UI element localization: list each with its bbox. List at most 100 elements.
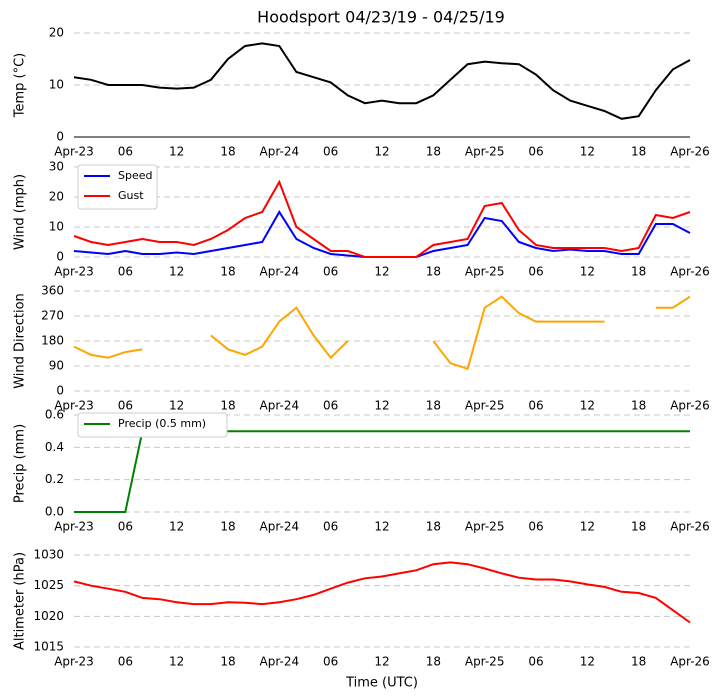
y-tick-label: 0.0 (45, 505, 64, 519)
x-tick-label: 06 (323, 145, 338, 159)
x-tick-label: 18 (631, 655, 646, 669)
x-tick-label: 18 (220, 520, 235, 534)
x-tick-label: 18 (631, 145, 646, 159)
y-tick-label: 0.4 (45, 440, 64, 454)
y-tick-label: 0 (56, 384, 64, 398)
x-tick-label: Apr-26 (670, 145, 710, 159)
x-tick-label: 06 (528, 399, 543, 413)
line (73, 295, 691, 371)
x-tick-label: 18 (631, 520, 646, 534)
line (73, 561, 691, 624)
y-tick-label: 1025 (33, 578, 64, 592)
y-tick-label: 10 (49, 78, 64, 92)
line (74, 430, 690, 513)
x-tick-label: Apr-23 (54, 520, 94, 534)
x-tick-label: Apr-24 (260, 145, 300, 159)
x-tick-label: Apr-24 (260, 265, 300, 279)
x-tick-label: 06 (118, 655, 133, 669)
y-tick-label: 0.6 (45, 408, 64, 422)
y-axis-label: Precip (mm) (13, 424, 28, 503)
x-tick-label: 06 (323, 520, 338, 534)
legend-label: Gust (118, 189, 144, 202)
x-tick-label: 06 (528, 145, 543, 159)
x-tick-label: 12 (580, 265, 595, 279)
x-tick-label: Apr-24 (260, 399, 300, 413)
x-tick-label: Apr-25 (465, 399, 505, 413)
x-tick-label: 12 (374, 520, 389, 534)
x-tick-label: 06 (323, 265, 338, 279)
y-tick-label: 20 (49, 26, 64, 40)
x-tick-label: 18 (220, 399, 235, 413)
x-tick-label: 12 (169, 399, 184, 413)
x-tick-label: 18 (220, 145, 235, 159)
x-tick-label: 06 (528, 520, 543, 534)
x-tick-label: 18 (631, 399, 646, 413)
x-tick-label: Apr-26 (670, 399, 710, 413)
x-tick-label: 06 (323, 655, 338, 669)
x-tick-label: 06 (118, 265, 133, 279)
x-tick-label: Apr-25 (465, 265, 505, 279)
x-tick-label: 12 (169, 265, 184, 279)
x-tick-label: 12 (374, 265, 389, 279)
x-tick-label: 12 (374, 655, 389, 669)
y-tick-label: 20 (49, 190, 64, 204)
y-tick-label: 0.2 (45, 472, 64, 486)
x-tick-label: 12 (169, 145, 184, 159)
x-tick-label: Apr-25 (465, 655, 505, 669)
x-tick-label: 18 (220, 265, 235, 279)
y-tick-label: 0 (56, 250, 64, 264)
x-tick-label: Apr-25 (465, 520, 505, 534)
y-tick-label: 10 (49, 220, 64, 234)
x-tick-label: 12 (580, 399, 595, 413)
y-axis-label: Wind Direction (13, 293, 28, 389)
y-tick-label: 270 (41, 309, 64, 323)
x-tick-label: 06 (528, 265, 543, 279)
y-tick-label: 360 (41, 284, 64, 298)
x-tick-label: 18 (631, 265, 646, 279)
x-tick-label: 12 (374, 145, 389, 159)
y-axis-label: Wind (mph) (13, 174, 28, 250)
x-tick-label: 12 (580, 145, 595, 159)
x-tick-label: 06 (118, 145, 133, 159)
x-tick-label: Apr-25 (465, 145, 505, 159)
y-tick-label: 1020 (33, 609, 64, 623)
y-tick-label: 180 (41, 334, 64, 348)
legend-box (77, 412, 228, 438)
x-tick-label: Apr-23 (54, 265, 94, 279)
x-tick-label: 18 (426, 265, 441, 279)
x-tick-label: 06 (118, 520, 133, 534)
y-tick-label: 30 (49, 160, 64, 174)
x-tick-label: 12 (580, 520, 595, 534)
x-tick-label: 18 (426, 520, 441, 534)
x-tick-label: Apr-26 (670, 655, 710, 669)
x-tick-label: 18 (426, 399, 441, 413)
x-tick-label: 12 (169, 655, 184, 669)
x-tick-label: Apr-26 (670, 265, 710, 279)
y-tick-label: 90 (49, 359, 64, 373)
y-tick-label: 0 (56, 130, 64, 144)
legend-label: Speed (118, 169, 152, 182)
x-tick-label: 18 (426, 655, 441, 669)
line (73, 179, 691, 258)
x-tick-label: 12 (580, 655, 595, 669)
y-axis-label: Altimeter (hPa) (13, 552, 28, 650)
x-tick-label: 06 (118, 399, 133, 413)
x-tick-label: Apr-23 (54, 399, 94, 413)
x-tick-label: 06 (528, 655, 543, 669)
y-axis-label: Temp (°C) (13, 53, 28, 119)
x-tick-label: Apr-23 (54, 145, 94, 159)
x-tick-label: 06 (323, 399, 338, 413)
x-tick-label: 12 (374, 399, 389, 413)
legend-label: Precip (0.5 mm) (118, 417, 206, 430)
x-tick-label: Apr-24 (260, 520, 300, 534)
chart-title: Hoodsport 04/23/19 - 04/25/19 (257, 8, 505, 27)
line (73, 210, 691, 258)
x-axis-label: Time (UTC) (345, 676, 418, 691)
y-tick-label: 1030 (33, 548, 64, 562)
line (73, 42, 691, 120)
x-tick-label: Apr-24 (260, 655, 300, 669)
x-tick-label: 12 (169, 520, 184, 534)
x-tick-label: 18 (220, 655, 235, 669)
x-tick-label: Apr-26 (670, 520, 710, 534)
